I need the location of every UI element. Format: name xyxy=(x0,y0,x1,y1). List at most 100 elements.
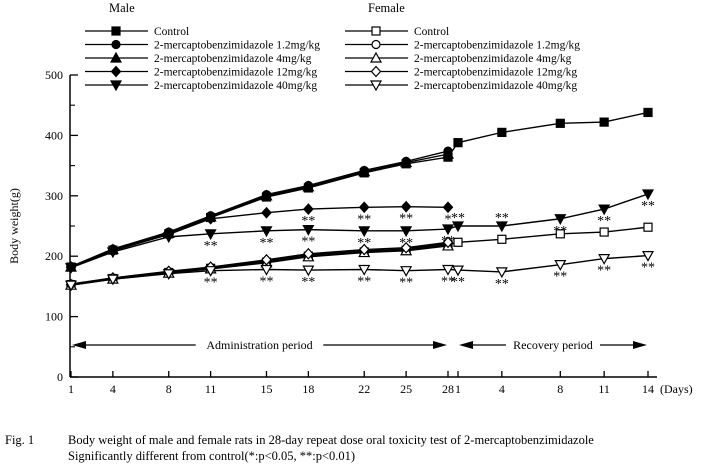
marker-male-4mg xyxy=(358,165,371,177)
sig-mark-female-40mg: ** xyxy=(259,274,273,289)
x-tick-label-admin: 18 xyxy=(302,382,314,396)
sig-mark-female-40mg: ** xyxy=(357,274,371,289)
sig-mark-male-40mg: ** xyxy=(597,214,611,229)
legend-label-male-4: 2-mercaptobenzimidazole 40mg/kg xyxy=(154,80,317,92)
marker-female-40mg xyxy=(641,250,655,262)
sig-mark-female-40mg: ** xyxy=(641,261,655,276)
sig-mark-female-40mg: ** xyxy=(441,274,455,289)
marker-male-40mg xyxy=(554,214,567,225)
sig-mark-female-40mg: ** xyxy=(495,277,509,292)
sig-mark-male-40mg: ** xyxy=(259,236,273,251)
marker-female-40mg xyxy=(598,254,611,265)
legend-marker-female-0 xyxy=(371,26,381,36)
marker-male-40mg xyxy=(400,226,413,238)
marker-male-12mg xyxy=(400,200,412,213)
marker-male-12mg xyxy=(442,201,454,214)
marker-male-12mg xyxy=(205,212,216,225)
marker-female-40mg xyxy=(162,269,175,280)
marker-male-40mg xyxy=(64,263,78,274)
sig-mark-male-40mg: ** xyxy=(641,199,655,214)
marker-female-40mg xyxy=(400,266,413,277)
marker-female-40mg xyxy=(260,264,273,276)
marker-male-40mg xyxy=(302,225,315,236)
sig-mark-female-40mg: ** xyxy=(399,276,413,291)
marker-male-control xyxy=(555,118,565,128)
x-tick-label-recovery: 11 xyxy=(598,382,610,396)
marker-female-40mg xyxy=(64,280,78,292)
marker-male-40mg xyxy=(495,221,508,233)
administration-period-right-arrowhead xyxy=(433,341,447,349)
administration-period-label: Administration period xyxy=(206,338,312,352)
legend-label-female-0: Control xyxy=(414,26,449,38)
sig-mark-male-40mg: ** xyxy=(204,239,218,254)
marker-female-12mg xyxy=(442,236,454,249)
x-axis-unit-label: (Days) xyxy=(660,382,693,396)
series-line-female-40mg xyxy=(70,254,649,286)
marker-female-40mg xyxy=(441,264,455,276)
recovery-period-label: Recovery period xyxy=(513,338,593,352)
y-tick-label: 300 xyxy=(45,189,63,203)
marker-female-control xyxy=(555,229,565,239)
marker-female-40mg xyxy=(495,267,508,279)
x-tick-label-admin: 11 xyxy=(205,382,217,396)
marker-female-40mg xyxy=(451,265,465,277)
x-tick-label-recovery: 4 xyxy=(499,382,505,396)
legend-label-male-3: 2-mercaptobenzimidazole 12mg/kg xyxy=(154,67,317,79)
marker-female-40mg xyxy=(106,274,119,286)
sig-mark-male-40mg: ** xyxy=(451,211,465,226)
marker-male-control xyxy=(453,138,463,148)
sig-mark-female-40mg: ** xyxy=(597,264,611,279)
marker-male-12mg xyxy=(358,201,370,214)
marker-male-40mg xyxy=(441,224,455,236)
legend-label-male-1: 2-mercaptobenzimidazole 1.2mg/kg xyxy=(154,40,320,52)
caption-line-1: Body weight of male and female rats in 2… xyxy=(68,433,594,447)
recovery-period-left-arrowhead xyxy=(459,341,473,349)
sig-mark-male-12mg: ** xyxy=(357,212,371,227)
sig-mark-male-40mg: ** xyxy=(495,211,509,226)
y-tick-label: 500 xyxy=(45,68,63,82)
y-axis-title: Body weight(g) xyxy=(7,188,21,264)
marker-female-12mg xyxy=(303,247,314,260)
y-tick-label: 100 xyxy=(45,310,63,324)
y-tick-label: 0 xyxy=(57,370,63,384)
x-tick-label-recovery: 8 xyxy=(557,382,563,396)
marker-male-control xyxy=(643,107,653,118)
sig-mark-female-40mg: ** xyxy=(553,270,567,285)
marker-male-4mg xyxy=(400,156,413,168)
x-tick-label-recovery: 1 xyxy=(455,382,461,396)
marker-male-40mg xyxy=(641,189,655,201)
marker-female-40mg xyxy=(358,264,371,276)
marker-male-40mg xyxy=(204,229,217,241)
marker-male-4mg xyxy=(260,189,273,201)
x-tick-label-admin: 15 xyxy=(260,382,272,396)
marker-male-control xyxy=(599,117,609,127)
caption-line-2: Significantly different from control(*:p… xyxy=(68,449,356,463)
marker-female-12mg xyxy=(400,241,412,254)
marker-female-40mg xyxy=(204,266,217,277)
sig-mark-female-40mg: ** xyxy=(204,276,218,291)
marker-female-40mg xyxy=(302,265,315,277)
marker-male-40mg xyxy=(598,204,611,216)
legend-marker-male-3 xyxy=(110,65,122,78)
legend-label-female-4: 2-mercaptobenzimidazole 40mg/kg xyxy=(414,80,577,92)
marker-male-12mg xyxy=(261,206,272,219)
marker-female-control xyxy=(497,234,507,244)
legend-label-male-0: Control xyxy=(154,26,189,38)
legend-marker-male-2 xyxy=(109,51,123,63)
legend-marker-female-1 xyxy=(371,39,381,50)
legend-marker-male-1 xyxy=(111,39,121,50)
x-tick-label-admin: 22 xyxy=(358,382,370,396)
marker-female-12mg xyxy=(358,243,370,256)
legend-label-female-3: 2-mercaptobenzimidazole 12mg/kg xyxy=(414,67,577,79)
x-tick-label-admin: 1 xyxy=(68,382,74,396)
marker-female-control xyxy=(599,227,609,237)
marker-male-40mg xyxy=(106,247,119,259)
legend-label-female-1: 2-mercaptobenzimidazole 1.2mg/kg xyxy=(414,40,580,52)
y-tick-label: 200 xyxy=(45,249,63,263)
marker-male-40mg xyxy=(162,232,175,244)
marker-male-40mg xyxy=(451,221,465,233)
legend-marker-female-2 xyxy=(369,51,383,63)
legend-title-male: Male xyxy=(109,1,135,15)
